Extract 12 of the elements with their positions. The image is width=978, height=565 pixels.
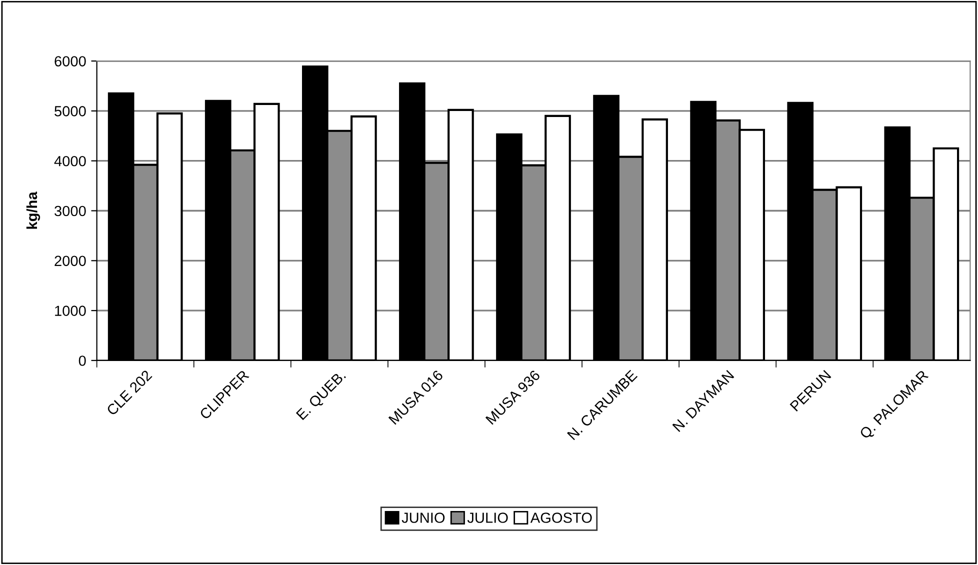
y-tick-label: 0: [78, 356, 86, 366]
y-tick-label: 6000: [54, 56, 86, 66]
legend-label: AGOSTO: [530, 512, 592, 523]
legend-label: JULIO: [467, 512, 508, 523]
y-tick-label: 2000: [54, 256, 86, 266]
y-tick-label: 5000: [54, 106, 86, 116]
legend-label: JUNIO: [402, 512, 445, 523]
y-tick-label: 3000: [54, 206, 86, 216]
y-axis-title: kg/ha: [26, 192, 40, 229]
y-tick-label: 1000: [55, 306, 86, 316]
y-tick-label: 4000: [54, 156, 86, 166]
x-tick-label: CLE 202: [106, 370, 152, 416]
